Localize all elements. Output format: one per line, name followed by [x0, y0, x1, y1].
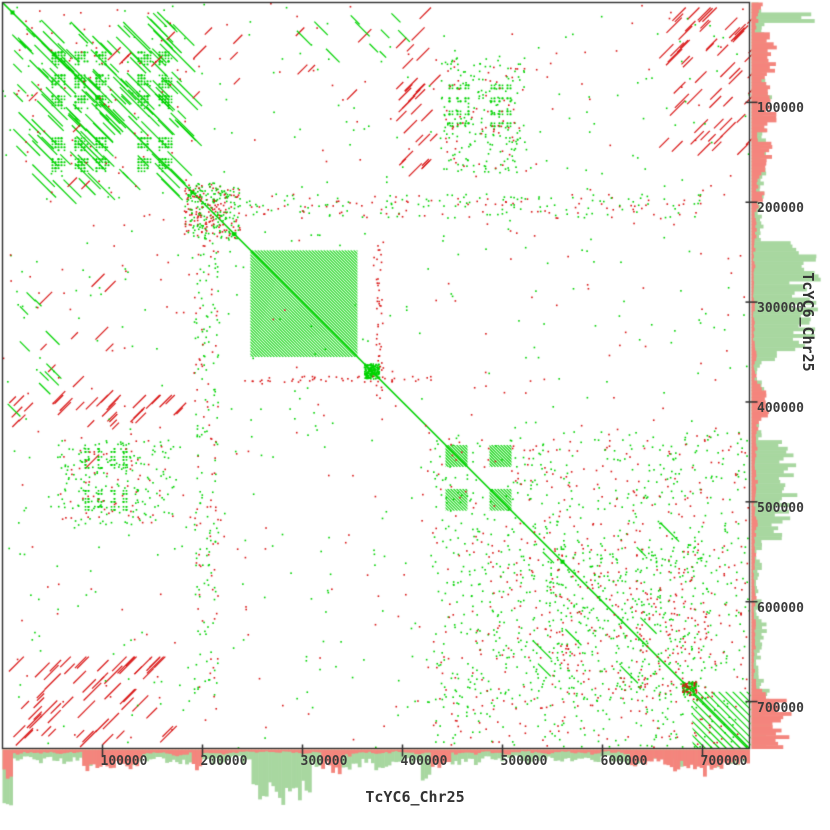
x-tick-label: 300000	[300, 754, 348, 769]
y-tick-label: 600000	[757, 600, 804, 616]
y-tick-label: 300000	[757, 301, 804, 317]
x-tick-label: 500000	[500, 754, 548, 769]
x-tick-label: 600000	[600, 754, 648, 769]
x-tick-label: 700000	[700, 754, 748, 769]
y-axis-title: TcYC6_Chr25	[799, 272, 817, 372]
y-tick-label: 200000	[757, 201, 804, 217]
x-tick-label: 400000	[400, 754, 448, 769]
y-tick-label: 400000	[757, 400, 804, 416]
y-tick-label: 100000	[757, 101, 804, 117]
x-axis-title: TcYC6_Chr25	[365, 788, 465, 806]
x-tick-label: 200000	[200, 754, 248, 769]
x-tick-label: 100000	[100, 754, 148, 769]
y-tick-label: 500000	[757, 500, 804, 516]
y-tick-label: 700000	[757, 700, 804, 716]
